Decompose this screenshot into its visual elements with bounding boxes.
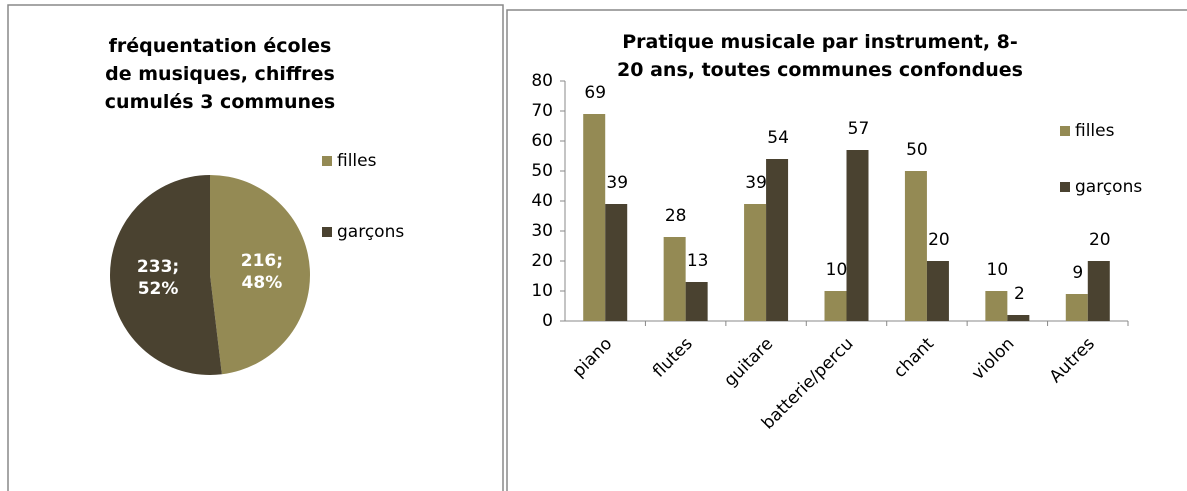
data-label: 39 xyxy=(745,173,767,193)
y-tick-label: 40 xyxy=(531,191,553,211)
pie-label: 233; 52% xyxy=(136,257,180,300)
legend-label: garçons xyxy=(1075,177,1142,197)
pie-slice xyxy=(210,175,311,375)
bar xyxy=(904,171,927,321)
y-tick-label: 60 xyxy=(531,131,553,151)
bar xyxy=(926,261,949,321)
data-label: 20 xyxy=(1089,230,1111,250)
data-label: 28 xyxy=(665,206,687,226)
legend-swatch xyxy=(322,227,332,237)
data-label: 39 xyxy=(606,173,628,193)
data-label: 13 xyxy=(687,251,709,271)
bar xyxy=(1065,294,1088,321)
data-label: 2 xyxy=(1014,284,1025,304)
x-tick-label: chant xyxy=(890,334,938,382)
y-tick-label: 70 xyxy=(531,101,553,121)
legend-label: garçons xyxy=(337,222,404,242)
bar xyxy=(685,282,708,321)
bar xyxy=(985,291,1008,321)
legend-label: filles xyxy=(1075,121,1115,141)
legend-label: filles xyxy=(337,151,377,171)
legend-swatch xyxy=(1060,126,1070,136)
pie-label: 216; 48% xyxy=(240,250,284,293)
data-label: 10 xyxy=(987,260,1009,280)
pie-panel xyxy=(7,4,504,491)
bar-title: Pratique musicale par instrument, 8-20 a… xyxy=(617,31,1023,81)
bar xyxy=(846,150,869,321)
data-label: 20 xyxy=(928,230,950,250)
data-label: 57 xyxy=(848,119,870,139)
pie-slice xyxy=(110,175,222,375)
bar xyxy=(1087,261,1110,321)
legend-swatch xyxy=(322,156,332,166)
y-tick-label: 20 xyxy=(531,251,553,271)
y-tick-label: 10 xyxy=(531,281,553,301)
bar xyxy=(1007,315,1030,321)
y-tick-label: 50 xyxy=(531,161,553,181)
bar xyxy=(744,204,767,321)
bar xyxy=(583,114,606,321)
data-label: 9 xyxy=(1072,263,1083,283)
y-tick-label: 0 xyxy=(542,311,553,331)
legend-swatch xyxy=(1060,182,1070,192)
data-label: 10 xyxy=(826,260,848,280)
x-tick-label: Autres xyxy=(1046,334,1099,387)
data-label: 50 xyxy=(906,140,928,160)
bar xyxy=(605,204,628,321)
y-tick-label: 30 xyxy=(531,221,553,241)
y-tick-label: 80 xyxy=(531,71,553,91)
pie-title: fréquentation écoles de musiques, chiffr… xyxy=(104,35,336,113)
x-tick-label: guitare xyxy=(720,334,777,391)
data-label: 69 xyxy=(584,83,606,103)
bar xyxy=(824,291,847,321)
bar-panel xyxy=(506,9,1187,491)
data-label: 54 xyxy=(767,128,789,148)
bar xyxy=(766,159,789,321)
x-tick-label: piano xyxy=(569,334,616,381)
x-tick-label: violon xyxy=(968,334,1018,384)
bar xyxy=(663,237,686,321)
x-tick-label: flutes xyxy=(649,334,697,382)
